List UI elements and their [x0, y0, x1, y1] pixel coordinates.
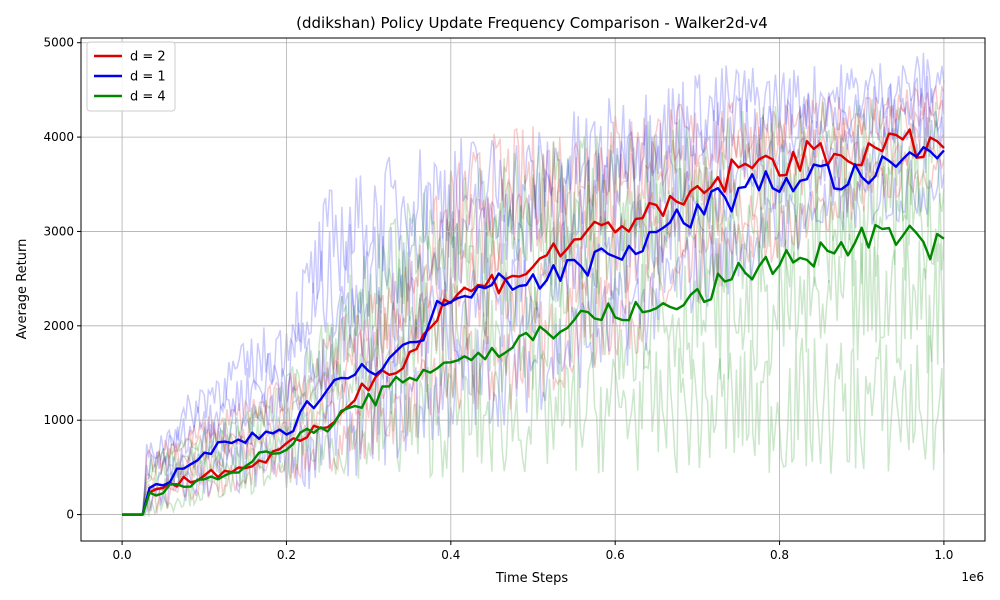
legend-label: d = 2 [130, 50, 166, 65]
y-axis-label: Average Return [15, 239, 30, 340]
y-tick-label: 0 [66, 508, 74, 522]
run-trace [122, 335, 945, 517]
y-tick-label: 3000 [43, 224, 74, 238]
series-line-1 [122, 128, 945, 516]
series-lines [122, 128, 945, 516]
y-tick-label: 5000 [43, 36, 74, 50]
plot-frame [80, 37, 986, 542]
run-trace [122, 156, 945, 516]
run-trace [122, 99, 945, 516]
x-tick-label: 0.2 [277, 548, 296, 562]
series-line-3 [122, 223, 945, 516]
x-tick-label: 0.4 [441, 548, 460, 562]
y-tick-label: 1000 [43, 413, 74, 427]
legend-label: d = 4 [130, 90, 166, 105]
run-trace [122, 52, 945, 516]
y-tick-label: 4000 [43, 130, 74, 144]
plot-area [80, 37, 986, 542]
run-trace [122, 84, 945, 516]
run-trace [122, 154, 945, 516]
y-tick-label: 2000 [43, 319, 74, 333]
legend-label: d = 1 [130, 70, 166, 85]
run-trace [122, 145, 945, 516]
y-axis-ticks: 0 1000 2000 3000 4000 5000 [43, 36, 81, 522]
grid [81, 38, 985, 541]
run-trace [122, 125, 945, 516]
x-tick-label: 0.0 [113, 548, 132, 562]
run-trace [122, 115, 945, 516]
x-tick-label: 1.0 [934, 548, 953, 562]
x-tick-label: 0.6 [606, 548, 625, 562]
x-tick-label: 0.8 [770, 548, 789, 562]
legend-box [86, 41, 176, 112]
series-line-2 [122, 146, 945, 516]
chart-title: (ddikshan) Policy Update Frequency Compa… [296, 14, 768, 32]
x-axis-offset-label: 1e6 [961, 570, 984, 584]
x-axis-label: Time Steps [495, 571, 569, 586]
legend: d = 2 d = 1 d = 4 [86, 41, 176, 112]
x-axis-ticks: 0.0 0.2 0.4 0.6 0.8 1.0 [113, 541, 953, 562]
run-trace [122, 98, 945, 516]
confidence-bands [122, 52, 945, 517]
run-trace [122, 76, 945, 516]
